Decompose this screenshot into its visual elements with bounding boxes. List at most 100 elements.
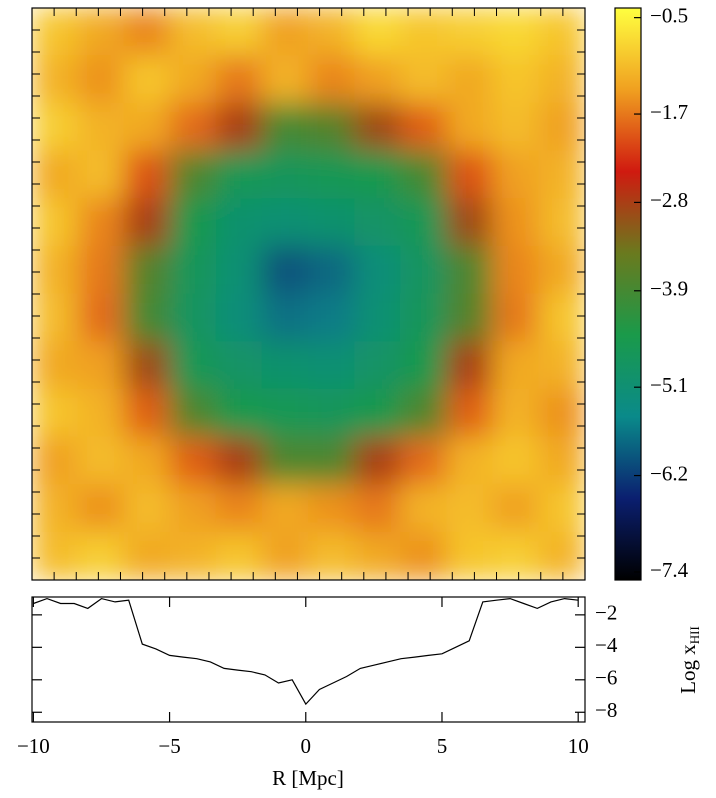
heatmap-cell	[400, 388, 448, 438]
heatmap-cell	[169, 531, 217, 580]
heatmap-cell	[261, 55, 309, 104]
heatmap-cell	[77, 150, 125, 200]
x-axis-label: R [Mpc]	[272, 766, 344, 790]
y-axis-label-main: Log x	[676, 644, 700, 694]
heatmap-cell	[492, 388, 540, 438]
heatmap-cell	[215, 55, 263, 104]
heatmap-cell	[354, 436, 402, 486]
heatmap-cell	[492, 102, 540, 152]
colorbar-tick-label: −0.5	[650, 3, 688, 27]
y-tick-label: −8	[595, 698, 617, 722]
heatmap-cell	[354, 150, 402, 200]
heatmap-cell	[492, 8, 540, 57]
heatmap-cell	[400, 102, 448, 152]
heatmap-cell	[308, 436, 356, 486]
heatmap-cell	[32, 436, 79, 486]
heatmap-cell	[538, 102, 585, 152]
heatmap-cell	[538, 388, 585, 438]
heatmap-cell	[215, 245, 263, 295]
heatmap-cell	[354, 293, 402, 343]
heatmap-cell	[354, 341, 402, 390]
heatmap-cell	[123, 102, 171, 152]
heatmap-cell	[446, 341, 494, 390]
heatmap-cell	[400, 484, 448, 533]
heatmap-cell	[354, 531, 402, 580]
heatmap-cell	[400, 150, 448, 200]
heatmap-cell	[77, 341, 125, 390]
heatmap-cell	[261, 102, 309, 152]
heatmap-cell	[215, 436, 263, 486]
x-tick-label: 5	[437, 734, 448, 758]
heatmap-cell	[77, 198, 125, 247]
heatmap-cell	[169, 293, 217, 343]
heatmap-cell	[32, 245, 79, 295]
heatmap-cell	[169, 8, 217, 57]
heatmap-cell	[215, 341, 263, 390]
profile-frame	[31, 596, 586, 723]
colorbar-tick-label: −7.4	[650, 558, 689, 582]
heatmap-cell	[215, 150, 263, 200]
heatmap-cell	[538, 8, 585, 57]
colorbar	[614, 7, 642, 581]
heatmap-cell	[123, 150, 171, 200]
heatmap-cell	[169, 150, 217, 200]
heatmap	[32, 8, 585, 580]
heatmap-cell	[261, 198, 309, 247]
heatmap-cell	[446, 388, 494, 438]
heatmap-cell	[400, 198, 448, 247]
heatmap-cell	[261, 436, 309, 486]
x-tick-label: −5	[158, 734, 180, 758]
y-tick-label: −2	[595, 601, 617, 625]
heatmap-cell	[32, 388, 79, 438]
heatmap-cell	[354, 8, 402, 57]
heatmap-cell	[77, 484, 125, 533]
heatmap-cell	[77, 293, 125, 343]
heatmap-cell	[446, 436, 494, 486]
heatmap-cell	[308, 531, 356, 580]
heatmap-cell	[492, 245, 540, 295]
heatmap-cell	[123, 436, 171, 486]
heatmap-cell	[123, 388, 171, 438]
colorbar-tick-label: −1.7	[650, 100, 688, 124]
x-tick-label: 10	[568, 734, 589, 758]
heatmap-cell	[77, 8, 125, 57]
heatmap-cell	[538, 198, 585, 247]
heatmap-cell	[446, 245, 494, 295]
heatmap-cell	[492, 531, 540, 580]
heatmap-cell	[538, 341, 585, 390]
heatmap-cell	[354, 388, 402, 438]
heatmap-cell	[446, 531, 494, 580]
heatmap-cell	[354, 55, 402, 104]
heatmap-cell	[492, 150, 540, 200]
heatmap-cell	[446, 198, 494, 247]
heatmap-cell	[308, 245, 356, 295]
heatmap-cell	[77, 531, 125, 580]
heatmap-cell	[169, 388, 217, 438]
heatmap-cell	[123, 484, 171, 533]
heatmap-cell	[32, 484, 79, 533]
heatmap-cell	[77, 102, 125, 152]
heatmap-cell	[446, 150, 494, 200]
heatmap-cell	[215, 293, 263, 343]
heatmap-cell	[215, 102, 263, 152]
heatmap-cell	[538, 531, 585, 580]
heatmap-cell	[123, 531, 171, 580]
heatmap-cell	[538, 245, 585, 295]
heatmap-cell	[354, 245, 402, 295]
heatmap-cell	[400, 293, 448, 343]
heatmap-cell	[261, 293, 309, 343]
profile-line	[33, 597, 579, 706]
heatmap-cell	[400, 341, 448, 390]
heatmap-cell	[492, 293, 540, 343]
y-tick-label: −4	[595, 633, 618, 657]
heatmap-cell	[354, 102, 402, 152]
heatmap-cell	[308, 293, 356, 343]
heatmap-cell	[77, 55, 125, 104]
heatmap-cell	[261, 531, 309, 580]
heatmap-cell	[308, 55, 356, 104]
heatmap-cell	[215, 8, 263, 57]
heatmap-cells	[32, 8, 585, 580]
heatmap-cell	[261, 245, 309, 295]
heatmap-cell	[169, 102, 217, 152]
